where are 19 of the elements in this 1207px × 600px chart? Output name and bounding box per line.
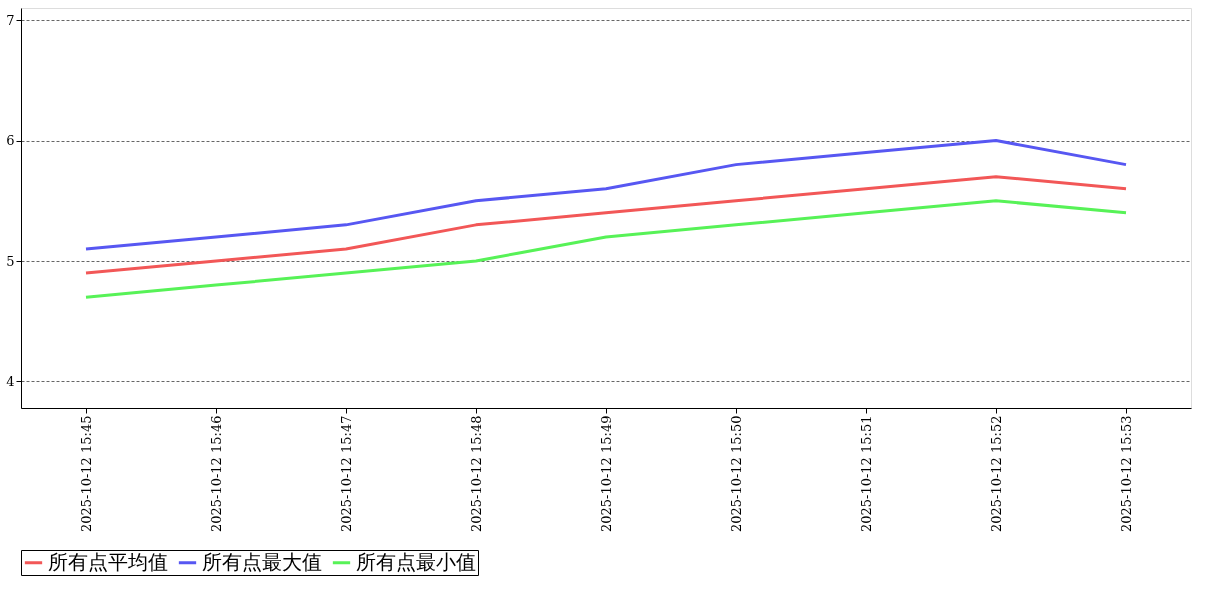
legend-label: 所有点平均值	[48, 549, 168, 574]
y-tick-label: 7	[6, 12, 15, 28]
legend-label: 所有点最小值	[356, 549, 476, 574]
y-tick-label: 6	[6, 133, 15, 149]
y-tick-label: 5	[6, 253, 15, 269]
line-series	[84, 199, 1128, 299]
x-tick-label: 2025-10-12 15:53	[1118, 415, 1134, 533]
x-tick-label: 2025-10-12 15:47	[338, 415, 354, 533]
x-tick-label: 2025-10-12 15:46	[208, 415, 224, 533]
line-series	[84, 175, 1128, 275]
y-tick-label: 4	[6, 373, 15, 389]
x-tick-label: 2025-10-12 15:51	[858, 415, 874, 533]
x-tick-label: 2025-10-12 15:49	[598, 415, 614, 533]
x-tick-label: 2025-10-12 15:52	[988, 415, 1004, 533]
x-tick-label: 2025-10-12 15:45	[78, 415, 94, 533]
x-tick-label: 2025-10-12 15:50	[728, 415, 744, 533]
x-tick-label: 2025-10-12 15:48	[468, 415, 484, 533]
legend-label: 所有点最大值	[202, 549, 322, 574]
line-series	[84, 139, 1128, 251]
